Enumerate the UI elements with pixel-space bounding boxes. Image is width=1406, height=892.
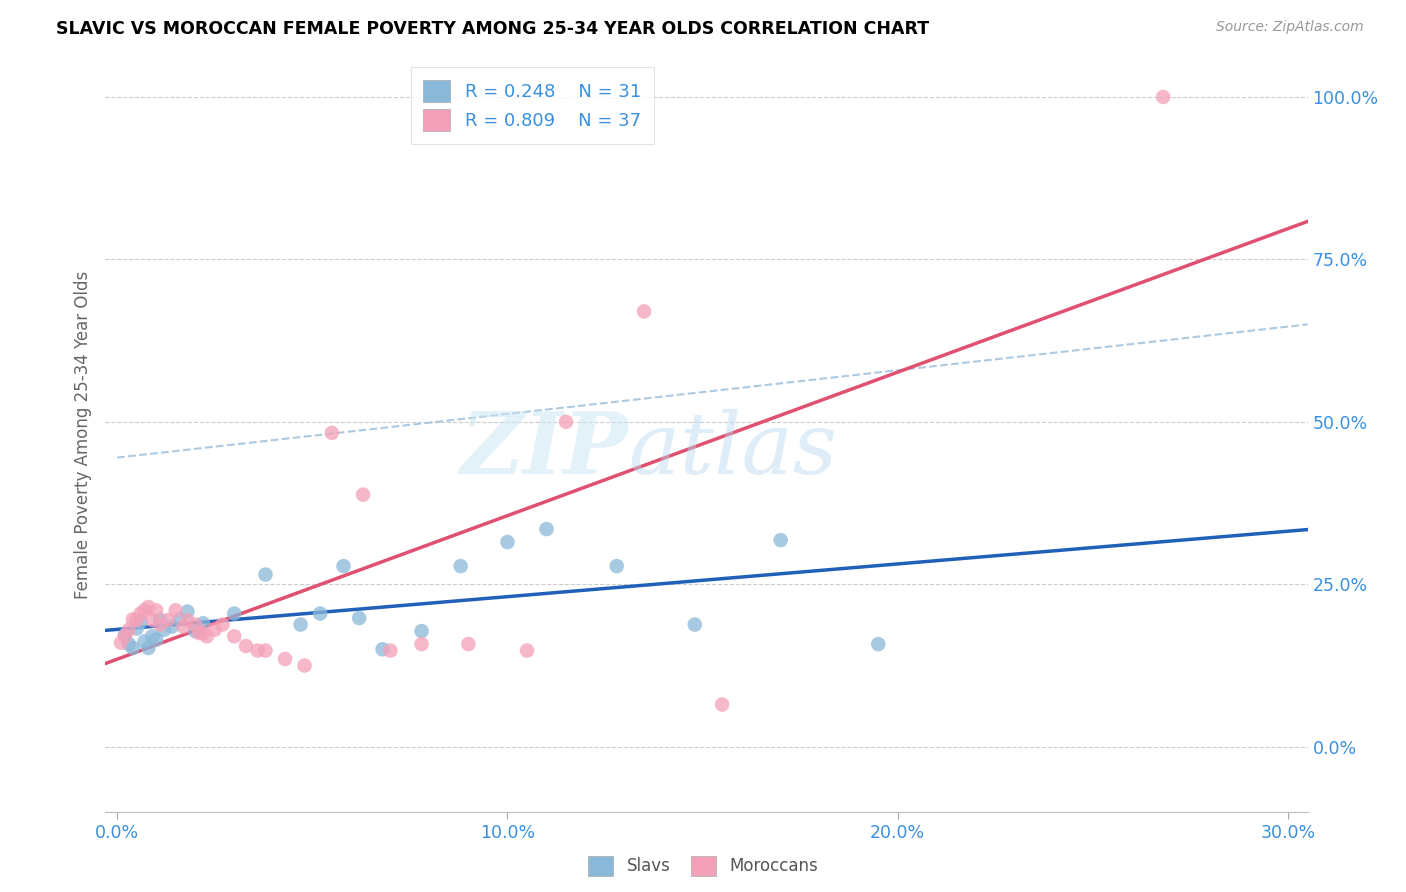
Text: SLAVIC VS MOROCCAN FEMALE POVERTY AMONG 25-34 YEAR OLDS CORRELATION CHART: SLAVIC VS MOROCCAN FEMALE POVERTY AMONG … bbox=[56, 20, 929, 37]
Point bbox=[606, 559, 628, 574]
Point bbox=[176, 605, 198, 619]
Point bbox=[173, 619, 195, 633]
Point bbox=[868, 637, 890, 651]
Point bbox=[110, 636, 132, 650]
Text: Source: ZipAtlas.com: Source: ZipAtlas.com bbox=[1216, 20, 1364, 34]
Text: ZIP: ZIP bbox=[461, 409, 628, 491]
Point bbox=[141, 629, 163, 643]
Text: atlas: atlas bbox=[628, 409, 838, 491]
Point bbox=[156, 613, 179, 627]
Point bbox=[188, 626, 211, 640]
Point bbox=[274, 652, 297, 666]
Point bbox=[129, 607, 152, 621]
Point bbox=[450, 559, 472, 574]
Point bbox=[138, 640, 160, 655]
Point bbox=[633, 304, 655, 318]
Point bbox=[169, 612, 191, 626]
Point bbox=[321, 425, 343, 440]
Point bbox=[211, 617, 233, 632]
Point bbox=[769, 533, 792, 548]
Point bbox=[153, 623, 176, 637]
Point bbox=[145, 632, 167, 647]
Point bbox=[191, 616, 214, 631]
Point bbox=[224, 629, 246, 643]
Point bbox=[138, 600, 160, 615]
Point bbox=[118, 623, 141, 637]
Legend: R = 0.248    N = 31, R = 0.809    N = 37: R = 0.248 N = 31, R = 0.809 N = 37 bbox=[411, 67, 654, 144]
Point bbox=[134, 603, 156, 617]
Point bbox=[555, 415, 578, 429]
Point bbox=[380, 643, 402, 657]
Point bbox=[290, 617, 312, 632]
Point bbox=[149, 617, 172, 632]
Point bbox=[683, 617, 706, 632]
Point bbox=[347, 611, 370, 625]
Point bbox=[1152, 90, 1174, 104]
Point bbox=[457, 637, 479, 651]
Point bbox=[184, 624, 207, 638]
Point bbox=[224, 607, 246, 621]
Point bbox=[711, 698, 734, 712]
Point bbox=[352, 488, 374, 502]
Point bbox=[246, 643, 269, 657]
Legend: Slavs, Moroccans: Slavs, Moroccans bbox=[582, 849, 824, 883]
Point bbox=[516, 643, 538, 657]
Point bbox=[134, 634, 156, 648]
Point bbox=[176, 613, 198, 627]
Point bbox=[536, 522, 558, 536]
Point bbox=[118, 637, 141, 651]
Point bbox=[129, 615, 152, 629]
Point bbox=[149, 613, 172, 627]
Point bbox=[204, 623, 226, 637]
Y-axis label: Female Poverty Among 25-34 Year Olds: Female Poverty Among 25-34 Year Olds bbox=[73, 271, 91, 599]
Point bbox=[141, 613, 163, 627]
Point bbox=[411, 624, 433, 638]
Point bbox=[332, 559, 354, 574]
Point bbox=[254, 567, 277, 582]
Point bbox=[114, 628, 136, 642]
Point bbox=[160, 619, 183, 633]
Point bbox=[125, 622, 148, 636]
Point bbox=[184, 617, 207, 632]
Point bbox=[411, 637, 433, 651]
Point bbox=[254, 643, 277, 657]
Point bbox=[309, 607, 332, 621]
Point bbox=[235, 639, 257, 653]
Point bbox=[165, 603, 187, 617]
Point bbox=[121, 640, 143, 655]
Point bbox=[294, 658, 316, 673]
Point bbox=[121, 612, 143, 626]
Point bbox=[145, 603, 167, 617]
Point bbox=[496, 535, 519, 549]
Point bbox=[195, 629, 218, 643]
Point bbox=[125, 613, 148, 627]
Point bbox=[114, 629, 136, 643]
Point bbox=[371, 642, 394, 657]
Point bbox=[191, 626, 214, 640]
